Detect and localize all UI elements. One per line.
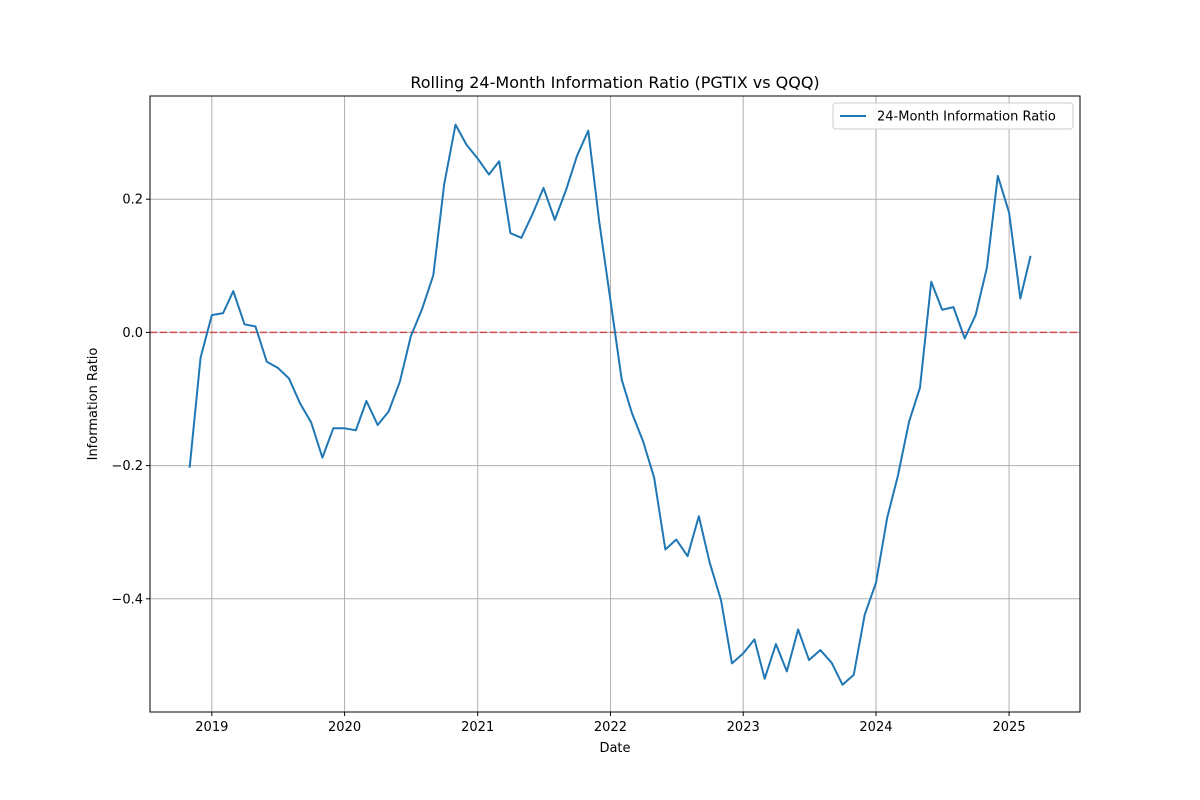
- x-axis-label: Date: [599, 741, 630, 756]
- x-axis-ticks: 2019 2020 2021 2022 2023 2024 2025: [195, 712, 1026, 735]
- x-tick-label-2021: 2021: [461, 720, 494, 735]
- x-tick-label-2019: 2019: [195, 720, 228, 735]
- legend: 24-Month Information Ratio: [832, 102, 1074, 130]
- series-line-0: [188, 123, 1032, 686]
- x-tick-label-2022: 2022: [594, 720, 627, 735]
- x-tick-label-2024: 2024: [859, 720, 892, 735]
- y-tick-label-0_2: 0.2: [122, 193, 143, 208]
- y-tick-label-0: 0.0: [122, 326, 143, 341]
- legend-label-24-month-information-ratio: 24-Month Information Ratio: [877, 110, 1056, 125]
- x-tick-label-2025: 2025: [993, 720, 1026, 735]
- y-tick-label-neg0_4: −0.4: [111, 592, 143, 607]
- plot-frame: [149, 95, 1081, 713]
- y-axis-ticks: −0.4 −0.2 0.0 0.2: [111, 193, 150, 607]
- legend-box: [832, 102, 1074, 130]
- x-tick-label-2023: 2023: [727, 720, 760, 735]
- x-tick-label-2020: 2020: [328, 720, 361, 735]
- y-axis-label: Information Ratio: [86, 348, 101, 461]
- series-lines: [188, 123, 1032, 686]
- chart-title: Rolling 24-Month Information Ratio (PGTI…: [410, 73, 819, 92]
- y-tick-label-neg0_2: −0.2: [111, 459, 143, 474]
